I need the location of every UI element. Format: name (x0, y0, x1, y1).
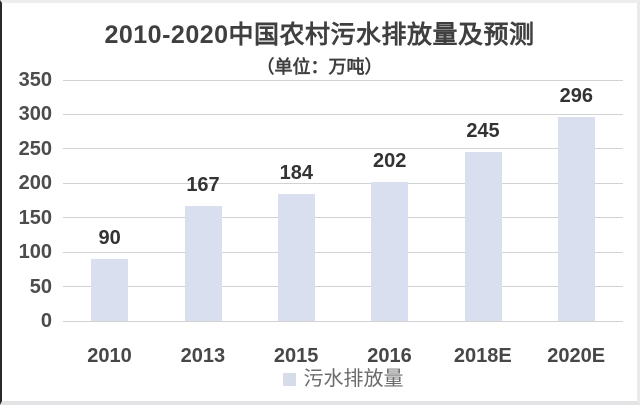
x-tick-label: 2015 (273, 345, 319, 367)
y-tick-label: 200 (18, 172, 52, 195)
plot-area: 90 167 184 202 245 296 (63, 79, 623, 322)
y-tick-label: 50 (29, 275, 52, 298)
x-tick-label: 2018E (453, 345, 512, 367)
gridline (63, 251, 623, 253)
gridline (63, 113, 623, 115)
y-tick-label: 300 (18, 103, 52, 126)
x-tick-label: 2010 (87, 345, 132, 367)
bar-2020E (557, 117, 595, 321)
gridline (63, 148, 623, 150)
x-tick-label: 2016 (367, 345, 412, 367)
bar-value-label: 184 (279, 162, 314, 185)
bar-value-label: 296 (559, 85, 594, 108)
legend-label: 污水排放量 (303, 368, 404, 390)
bar-2018E (464, 152, 502, 321)
bar-2015 (277, 194, 315, 321)
gridline (63, 286, 623, 288)
x-tick-label: 2020E (547, 345, 606, 367)
bar-2016 (371, 181, 409, 321)
gridline (63, 79, 623, 81)
bar-2010 (91, 259, 129, 321)
y-tick-label: 150 (18, 206, 52, 229)
x-tick-label: 2013 (180, 345, 226, 367)
legend: 污水排放量 (63, 368, 623, 390)
bar-value-label: 167 (186, 174, 220, 197)
gridline (63, 182, 623, 184)
gridline (63, 320, 623, 322)
bar-2013 (184, 206, 222, 321)
y-tick-label: 0 (40, 310, 52, 332)
bar-value-label: 90 (98, 227, 121, 250)
y-tick-label: 350 (18, 69, 52, 91)
chart-title: 2010-2020中国农村污水排放量及预测 (104, 21, 535, 49)
bar-value-label: 202 (372, 149, 407, 172)
gridline (63, 217, 623, 219)
y-tick-label: 250 (18, 137, 52, 160)
chart-subtitle: （单位：万吨） (256, 57, 383, 77)
legend-swatch-icon (282, 373, 296, 386)
bar-value-label: 245 (466, 120, 500, 143)
y-tick-label: 100 (18, 241, 52, 264)
